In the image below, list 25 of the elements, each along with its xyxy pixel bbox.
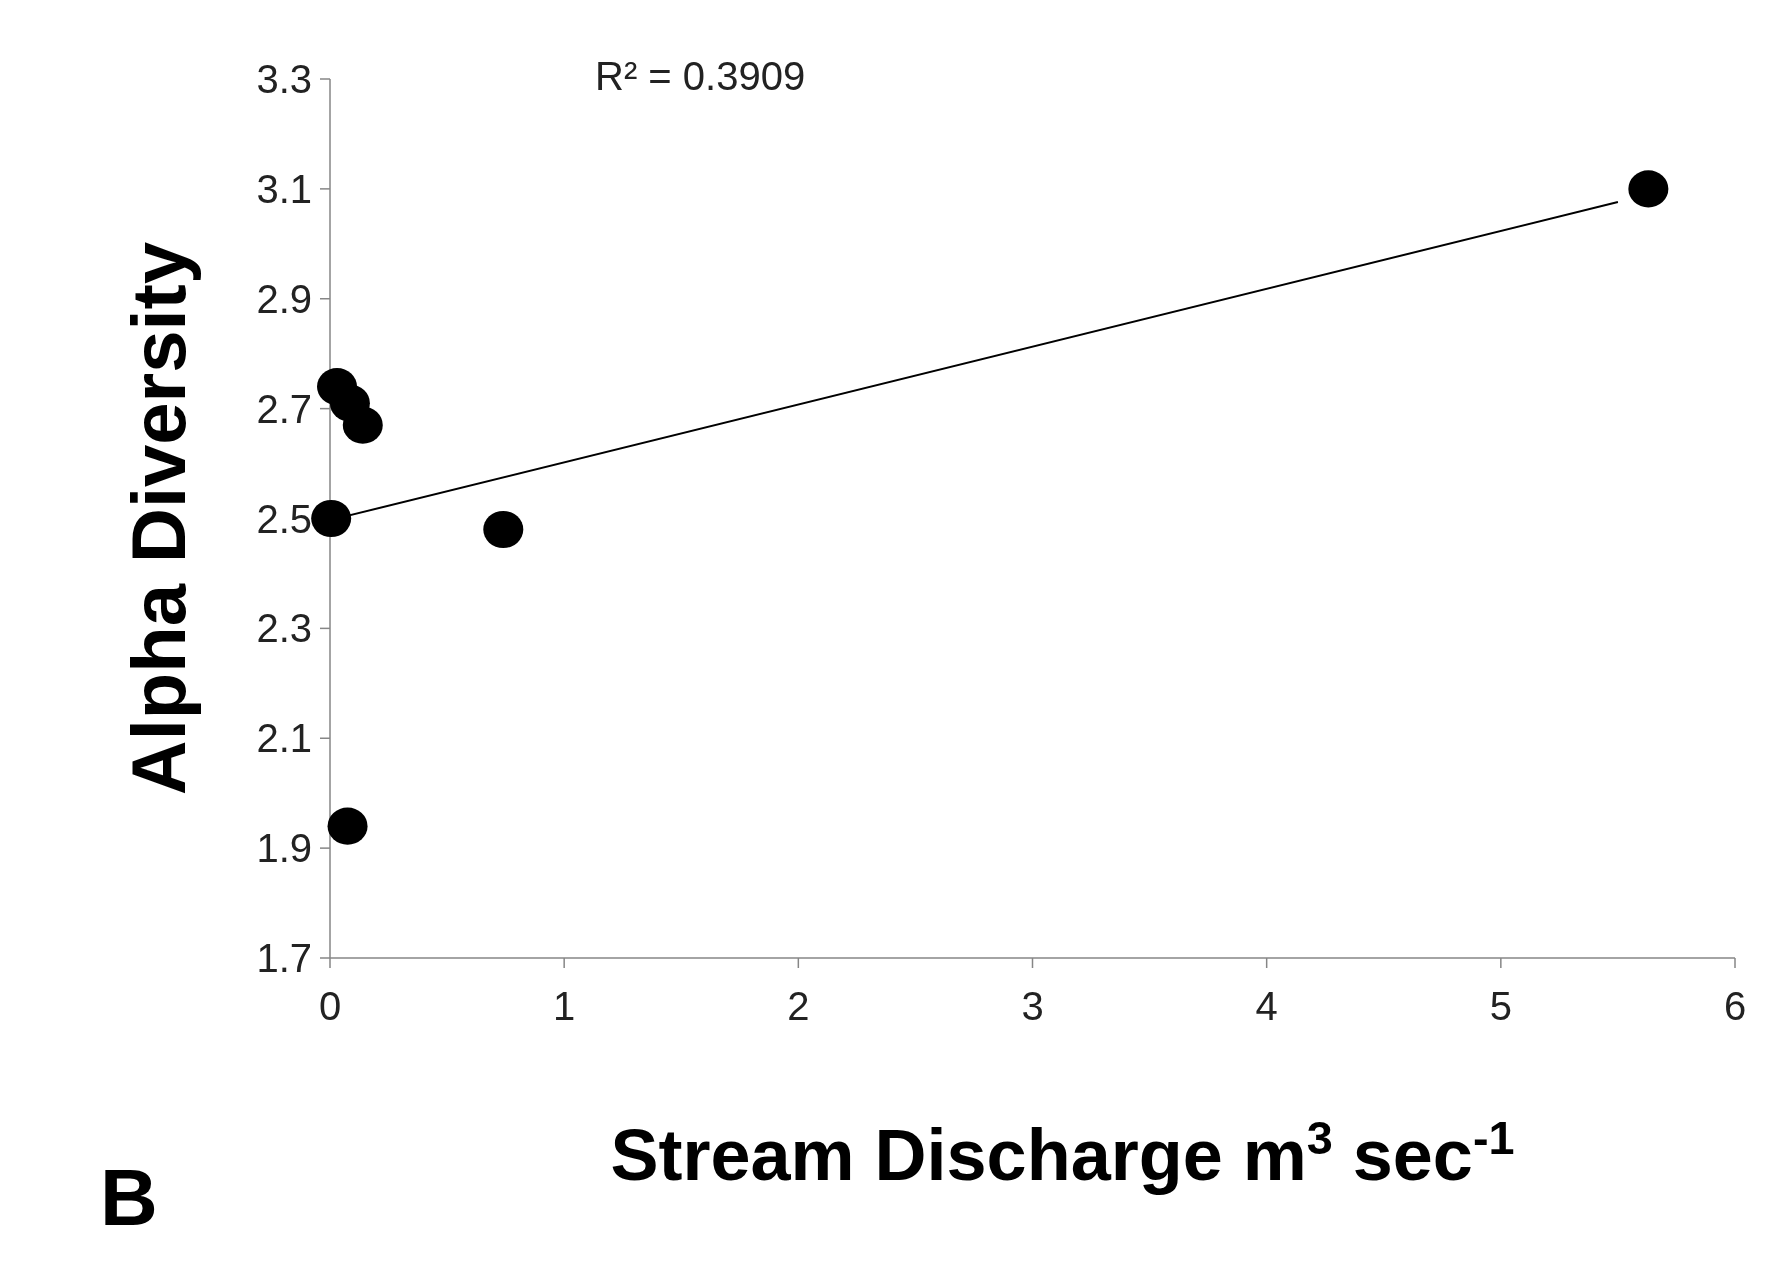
y-tick-label: 2.3 — [256, 606, 312, 651]
point — [342, 406, 383, 444]
x-tick-label: 4 — [1255, 984, 1278, 1028]
y-tick-label: 3.3 — [256, 57, 312, 101]
y-tick-label: 2.7 — [256, 386, 312, 431]
y-axis-title: Alpha Diversity — [116, 241, 201, 796]
y-tick-label: 1.9 — [256, 826, 312, 871]
x-tick-label: 5 — [1489, 984, 1512, 1028]
point — [327, 807, 368, 845]
x-tick-label: 0 — [318, 984, 342, 1028]
y-tick-label: 1.7 — [256, 936, 312, 980]
point — [483, 510, 524, 549]
x-tick-label: 1 — [553, 984, 576, 1028]
y-tick-label: 2.1 — [256, 716, 312, 761]
point — [311, 499, 352, 538]
y-tick-label: 2.9 — [256, 276, 312, 321]
y-tick-label: 3.1 — [256, 166, 312, 211]
annotation: R² = 0.3909 — [595, 54, 806, 98]
y-tick-label: 2.5 — [256, 496, 312, 541]
x-tick-label: 6 — [1723, 984, 1747, 1028]
text: B — [100, 1153, 158, 1242]
point — [1628, 170, 1669, 208]
x-tick-label: 3 — [1021, 984, 1044, 1028]
x-axis-title: Stream Discharge m$^{3}$ sec$^{-1}$ — [610, 1112, 1515, 1195]
x-tick-label: 2 — [787, 984, 810, 1028]
